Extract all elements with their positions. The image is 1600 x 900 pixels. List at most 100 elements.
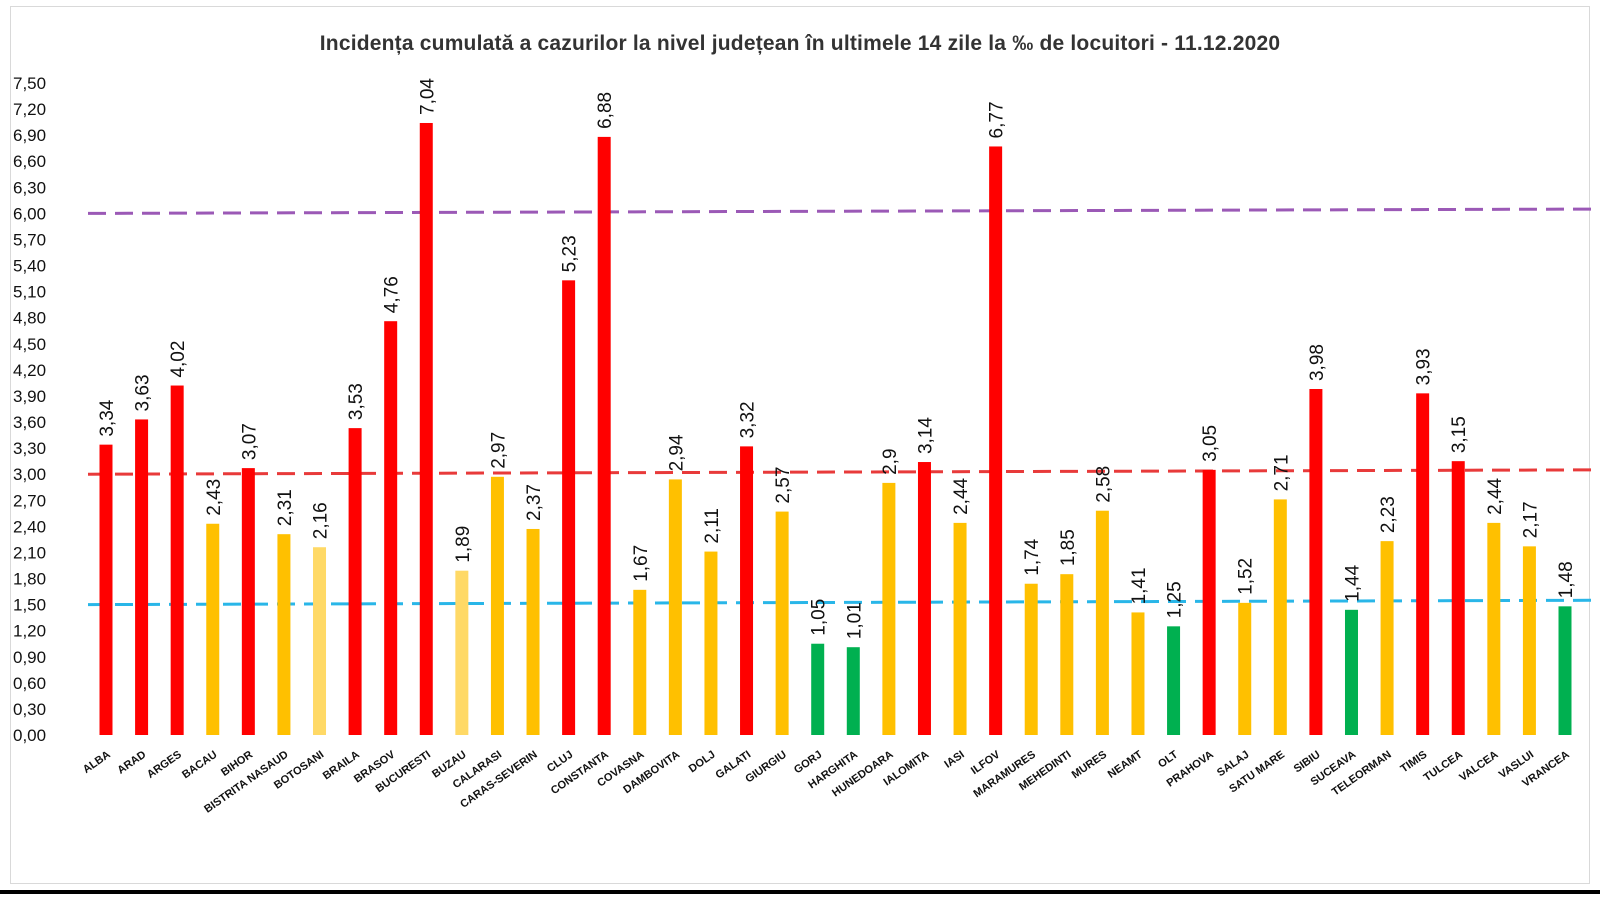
data-label: 7,04 [417,78,438,115]
bar-ialomita [917,462,931,735]
data-label: 2,58 [1093,466,1114,503]
y-tick-label: 1,80 [13,570,46,589]
bar-maramures [1024,583,1038,735]
data-label: 6,88 [595,92,616,129]
data-label: 3,53 [346,383,367,420]
x-tick-label: HUNEDOARA [830,749,895,800]
bar-salaj [1238,602,1252,735]
data-label: 3,63 [133,374,154,411]
data-label: 1,48 [1556,561,1577,598]
y-tick-label: 5,70 [13,230,46,249]
bar-brasov [384,321,398,735]
y-tick-label: 2,40 [13,517,46,536]
bar-neamt [1131,612,1145,735]
data-label: 2,44 [951,477,972,514]
bar-ilfov [989,146,1003,736]
y-tick-label: 3,00 [13,465,46,484]
bar-vaslui [1522,546,1536,735]
bar-bucuresti [419,122,433,736]
bar-bistrita-nasaud [277,534,291,735]
data-label: 2,9 [880,448,901,474]
y-tick-label: 7,20 [13,100,46,119]
bar-sibiu [1309,389,1323,735]
data-label: 2,97 [488,432,509,469]
data-label: 2,17 [1520,501,1541,538]
data-label: 2,71 [1271,454,1292,491]
y-tick-label: 2,10 [13,543,46,562]
chart-title: Incidența cumulată a cazurilor la nivel … [319,32,1281,55]
data-label: 3,93 [1414,348,1435,385]
bar-cluj [562,280,576,735]
reference-line-3 [87,598,1599,607]
data-label: 1,44 [1342,564,1363,601]
y-tick-label: 2,70 [13,491,46,510]
data-label: 3,05 [1200,425,1221,462]
x-tick-label: TULCEA [1422,749,1465,784]
data-label: 1,25 [1165,581,1186,618]
data-label: 1,67 [631,545,652,582]
x-tick-label: ALBA [81,749,113,776]
data-label: 2,57 [773,467,794,504]
y-tick-label: 3,30 [13,439,46,458]
data-label: 1,52 [1236,558,1257,595]
bar-braila [348,428,362,735]
y-tick-label: 4,50 [13,335,46,354]
y-tick-label: 3,90 [13,387,46,406]
data-label: 1,85 [1058,529,1079,566]
data-label: 4,76 [382,276,403,313]
x-tick-label: VALCEA [1457,749,1500,784]
y-tick-label: 4,80 [13,309,46,328]
x-tick-label: OLT [1156,748,1180,770]
data-label: 2,11 [702,508,723,544]
bar-prahova [1202,469,1216,735]
y-tick-label: 0,60 [13,674,46,693]
bar-arad [135,419,149,735]
data-label: 2,31 [275,489,296,526]
y-tick-label: 5,10 [13,283,46,302]
bar-calarasi [490,476,504,735]
x-tick-label: IASI [942,749,966,771]
y-tick-label: 1,20 [13,622,46,641]
data-label: 3,07 [239,423,260,460]
bar-dambovita [668,479,682,735]
data-label: 2,94 [666,434,687,471]
data-label: 1,41 [1129,567,1150,604]
bar-tulcea [1451,461,1465,735]
data-label: 3,15 [1449,416,1470,453]
data-label: 6,77 [987,101,1008,138]
x-tick-label: BACAU [180,749,219,782]
y-tick-label: 0,00 [13,726,46,745]
bar-alba [99,444,113,735]
bar-olt [1167,626,1181,735]
y-tick-label: 1,50 [13,596,46,615]
y-tick-label: 5,40 [13,257,46,276]
bar-gorj [811,643,825,735]
bar-botosani [313,547,327,735]
data-label: 1,05 [809,599,830,636]
bar-valcea [1487,522,1501,735]
bar-satu-mare [1273,499,1287,735]
bar-vrancea [1558,606,1572,735]
data-label: 1,01 [844,602,865,639]
data-label: 3,34 [97,399,118,436]
y-tick-label: 6,00 [13,204,46,223]
x-tick-label: NEAMT [1106,748,1145,780]
bar-caras-severin [526,528,540,735]
y-axis: 0,00 0,30 0,60 0,90 1,20 1,50 1,80 2,10 2,40 2,70… [13,74,46,745]
y-tick-label: 0,90 [13,648,46,667]
bar-timis [1416,393,1430,735]
data-label: 3,32 [738,401,759,438]
x-tick-label: MURES [1070,749,1109,782]
bar-bihor [241,468,255,735]
bar-iasi [953,522,967,735]
reference-lines [87,207,1599,607]
bar-harghita [846,647,860,735]
bars [99,122,1572,736]
bar-dolj [704,551,718,735]
y-tick-label: 6,30 [13,178,46,197]
data-label: 2,43 [204,479,225,516]
y-tick-label: 3,60 [13,413,46,432]
y-tick-label: 0,30 [13,700,46,719]
data-label: 2,37 [524,484,545,521]
